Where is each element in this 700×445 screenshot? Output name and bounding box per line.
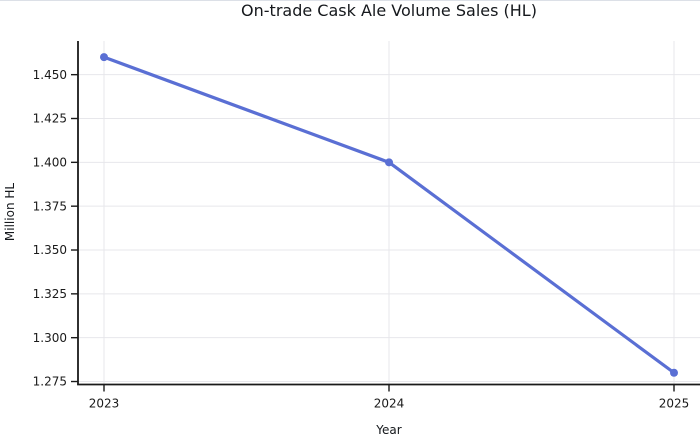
y-tick-label: 1.325 bbox=[33, 287, 67, 301]
y-tick-label: 1.425 bbox=[33, 112, 67, 126]
y-tick-label: 1.275 bbox=[33, 375, 67, 389]
x-tick-label: 2025 bbox=[659, 397, 690, 411]
y-axis-label: Million HL bbox=[3, 182, 17, 242]
data-point bbox=[100, 53, 108, 62]
x-tick-label: 2024 bbox=[374, 397, 405, 411]
y-tick-label: 1.450 bbox=[33, 68, 67, 82]
chart-title: On-trade Cask Ale Volume Sales (HL) bbox=[241, 1, 537, 20]
data-point bbox=[385, 158, 393, 167]
y-tick-label: 1.375 bbox=[33, 199, 67, 213]
y-tick-label: 1.400 bbox=[33, 156, 67, 170]
x-axis-label: Year bbox=[376, 423, 402, 437]
y-tick-label: 1.350 bbox=[33, 243, 67, 257]
top-border bbox=[0, 0, 700, 1]
data-point bbox=[670, 368, 678, 377]
y-tick-label: 1.300 bbox=[33, 331, 67, 345]
x-tick-label: 2023 bbox=[89, 397, 120, 411]
